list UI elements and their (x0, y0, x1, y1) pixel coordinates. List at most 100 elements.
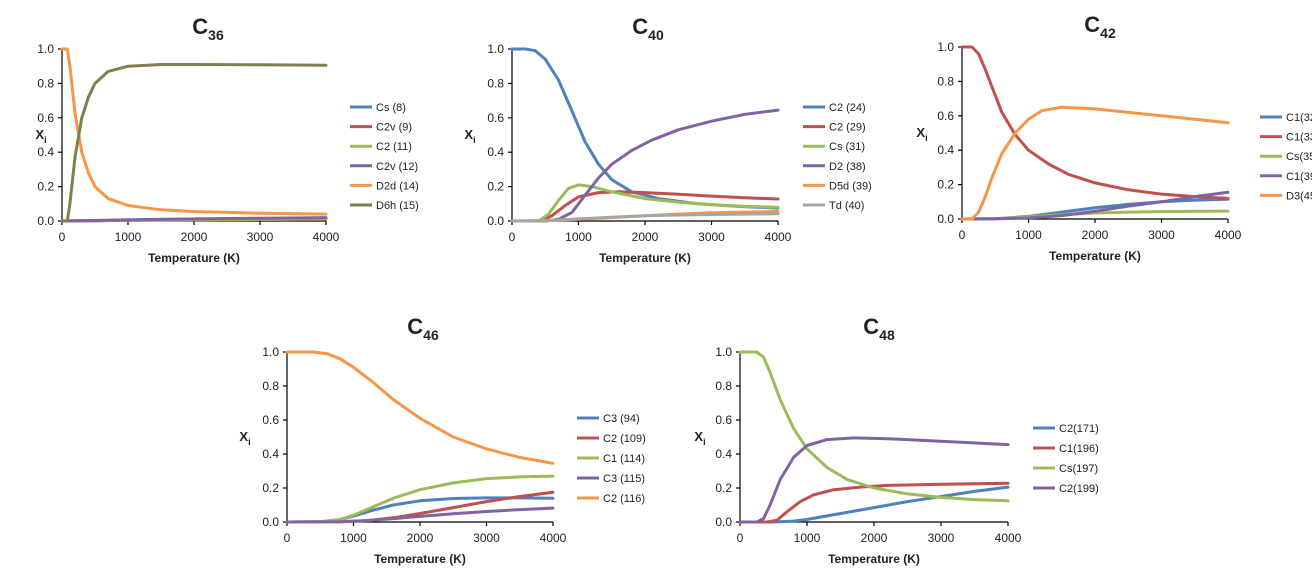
chart-C46-legend-label: C3 (94) (603, 413, 640, 425)
chart-C36-series-D6h-15 (60, 63, 328, 223)
chart-C46-legend-label: C2 (116) (603, 493, 645, 505)
chart-C46-y-tick-label: 0.2 (262, 481, 279, 495)
chart-C36-legend-label: C2 (11) (376, 141, 412, 153)
chart-C40-series-C2-24 (510, 47, 780, 210)
chart-C42-x-tick-label: 2000 (1082, 228, 1109, 242)
chart-C40-legend-label: Td (40) (829, 200, 864, 212)
chart-C42-series-C1-39 (960, 190, 1230, 221)
chart-C48-legend-label: C1(196) (1059, 443, 1099, 455)
chart-C46-x-tick-label: 3000 (473, 531, 500, 545)
chart-C36-title: C36 (192, 14, 224, 43)
chart-C46-title: C46 (407, 314, 439, 343)
chart-C40-y-tick-label: 1.0 (487, 42, 504, 56)
chart-C42-legend-label: C1(32) (1286, 112, 1312, 124)
chart-C42-y-tick-label: 0.0 (937, 212, 954, 226)
chart-C40-y-tick-label: 0.6 (487, 111, 504, 125)
chart-C48-y-tick-label: 0.6 (715, 413, 732, 427)
chart-C42-series-C1-33 (960, 45, 1230, 200)
chart-C46-y-tick-label: 1.0 (262, 345, 279, 359)
chart-C36-y-tick-label: 0.6 (37, 111, 54, 125)
chart-C42-x-tick-label: 3000 (1148, 228, 1175, 242)
chart-C48-series-C2-199 (738, 436, 1010, 524)
chart-C40-legend-label: Cs (31) (829, 141, 865, 153)
chart-C46-y-label: Xi (239, 429, 250, 447)
chart-C42-y-label: Xi (916, 125, 927, 143)
chart-C48-legend-label: C2(171) (1059, 423, 1099, 435)
chart-C48-y-label: Xi (694, 429, 705, 447)
chart-C36-legend-label: D2d (14) (376, 180, 419, 192)
chart-C42-x-label: Temperature (K) (1049, 249, 1141, 263)
chart-C42-x-tick-label: 1000 (1015, 228, 1042, 242)
chart-C42-series-D3-45 (960, 105, 1230, 221)
chart-C48-y-tick-label: 0.0 (715, 515, 732, 529)
chart-C40-y-tick-label: 0.8 (487, 76, 504, 90)
chart-C46-legend-label: C3 (115) (603, 473, 645, 485)
chart-C36-x-tick-label: 2000 (181, 230, 208, 244)
chart-C46-y-tick-label: 0.6 (262, 413, 279, 427)
chart-C36-legend-label: D6h (15) (376, 200, 419, 212)
chart-C48-x-tick-label: 0 (737, 531, 744, 545)
chart-C40-legend-label: C2 (29) (829, 122, 866, 134)
chart-C40-series-Td-40 (510, 212, 780, 223)
chart-C42-legend-label: D3(45) (1286, 190, 1312, 202)
chart-C48-y-tick-label: 0.8 (715, 379, 732, 393)
chart-C48-x-label: Temperature (K) (828, 552, 920, 566)
chart-C48-series-C2-171 (738, 485, 1010, 524)
chart-C46-x-tick-label: 1000 (340, 531, 367, 545)
chart-C36-x-tick-label: 4000 (313, 230, 340, 244)
chart-C36-y-tick-label: 0.0 (37, 214, 54, 228)
chart-C48-y-tick-label: 0.2 (715, 481, 732, 495)
chart-C46-y-tick-label: 0.4 (262, 447, 279, 461)
chart-C46-y-tick-label: 0.0 (262, 515, 279, 529)
chart-C48-legend-label: Cs(197) (1059, 463, 1098, 475)
chart-C46-legend-label: C2 (109) (603, 433, 646, 445)
chart-C42-y-tick-label: 0.8 (937, 74, 954, 88)
chart-C48-y-tick-label: 1.0 (715, 345, 732, 359)
chart-C48-x-tick-label: 4000 (995, 531, 1022, 545)
chart-C46-x-tick-label: 0 (284, 531, 291, 545)
chart-C36-series-C2v-12 (60, 216, 328, 223)
chart-C46-x-tick-label: 2000 (407, 531, 434, 545)
chart-C40-y-label: Xi (464, 127, 475, 145)
chart-C40-legend-label: C2 (24) (829, 102, 866, 114)
chart-C48-x-tick-label: 1000 (794, 531, 821, 545)
chart-C40-x-tick-label: 3000 (698, 230, 725, 244)
chart-C42-y-tick-label: 0.2 (937, 178, 954, 192)
chart-C42-y-tick-label: 1.0 (937, 40, 954, 54)
chart-C46-legend-label: C1 (114) (603, 453, 645, 465)
chart-C40-x-tick-label: 2000 (632, 230, 659, 244)
chart-C46-x-label: Temperature (K) (374, 552, 466, 566)
chart-C42-legend-label: Cs(35) (1286, 151, 1312, 163)
chart-C48-series-Cs-197 (738, 350, 1010, 503)
chart-C48-series-C1-196 (738, 481, 1010, 524)
chart-C36-y-tick-label: 0.2 (37, 180, 54, 194)
chart-C36-y-tick-label: 0.8 (37, 76, 54, 90)
chart-C40-x-label: Temperature (K) (599, 251, 691, 265)
chart-C36-legend-label: C2v (9) (376, 122, 412, 134)
chart-C48-x-tick-label: 2000 (861, 531, 888, 545)
chart-C48-legend-label: C2(199) (1059, 483, 1099, 495)
chart-C40-legend-label: D2 (38) (829, 161, 866, 173)
chart-C48-y-tick-label: 0.4 (715, 447, 732, 461)
chart-C40-y-tick-label: 0.0 (487, 214, 504, 228)
chart-C36-y-label: Xi (35, 127, 46, 145)
chart-C42-y-tick-label: 0.6 (937, 109, 954, 123)
chart-C40-title: C40 (632, 14, 664, 43)
chart-C42-x-tick-label: 4000 (1215, 228, 1242, 242)
chart-C36-x-tick-label: 3000 (247, 230, 274, 244)
chart-C42-x-tick-label: 0 (959, 228, 966, 242)
chart-C36-x-label: Temperature (K) (148, 251, 240, 265)
chart-C46-series-C3-115 (285, 506, 555, 524)
chart-C40-legend-label: D5d (39) (829, 180, 872, 192)
chart-C42-legend-label: C1(39) (1286, 171, 1312, 183)
chart-C42-title: C42 (1084, 12, 1116, 41)
chart-C36-legend-label: Cs (8) (376, 102, 406, 114)
chart-C36-x-tick-label: 0 (59, 230, 66, 244)
chart-C48-x-tick-label: 3000 (928, 531, 955, 545)
chart-C40-y-tick-label: 0.4 (487, 145, 504, 159)
chart-C48-title: C48 (863, 314, 895, 343)
chart-C42-series-C1-32 (960, 197, 1230, 221)
chart-C46-series-C2-116 (285, 350, 555, 465)
chart-C40-x-tick-label: 1000 (565, 230, 592, 244)
